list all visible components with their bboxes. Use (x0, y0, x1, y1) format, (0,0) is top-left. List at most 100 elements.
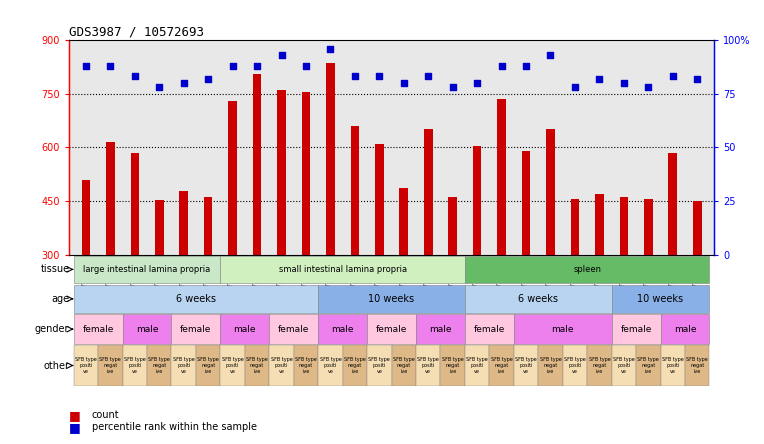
Bar (514, 345, 539, 386)
Bar (514, 314, 612, 344)
Point (618, 79, 630, 87)
Bar (204, 197, 212, 255)
Point (471, 79, 484, 87)
Text: female: female (83, 325, 114, 333)
Bar (620, 198, 628, 255)
Point (153, 83, 165, 91)
Bar (497, 99, 506, 255)
Bar (98, 345, 122, 386)
Text: ■: ■ (69, 408, 80, 422)
Text: SFB type
positi
ve: SFB type positi ve (368, 357, 390, 374)
Point (594, 75, 606, 82)
Bar (180, 191, 188, 255)
Text: large intestinal lamina propria: large intestinal lamina propria (83, 265, 211, 274)
Bar (546, 130, 555, 255)
Bar (318, 314, 367, 344)
Text: male: male (234, 325, 256, 333)
Text: SFB type
negat
ive: SFB type negat ive (637, 357, 659, 374)
Bar (563, 345, 588, 386)
Text: male: male (332, 325, 354, 333)
Point (348, 73, 361, 80)
Point (520, 62, 533, 69)
Bar (400, 188, 408, 255)
Text: other: other (44, 361, 70, 370)
Point (226, 62, 238, 69)
Point (569, 83, 581, 91)
Bar (595, 194, 604, 255)
Text: SFB type
negat
ive: SFB type negat ive (295, 357, 317, 374)
Text: GDS3987 / 10572693: GDS3987 / 10572693 (69, 26, 204, 39)
Bar (612, 285, 710, 313)
Bar (351, 126, 359, 255)
Bar (73, 314, 122, 344)
Point (496, 62, 508, 69)
Bar (155, 200, 163, 255)
Bar (490, 345, 514, 386)
Bar (375, 144, 384, 255)
Bar (571, 199, 579, 255)
Text: SFB type
negat
ive: SFB type negat ive (246, 357, 268, 374)
Bar (441, 345, 465, 386)
Point (643, 83, 655, 91)
Text: SFB type
negat
ive: SFB type negat ive (197, 357, 219, 374)
Bar (73, 345, 98, 386)
Bar (612, 345, 636, 386)
Bar (122, 345, 147, 386)
Bar (277, 90, 286, 255)
Bar (326, 63, 335, 255)
Point (202, 75, 214, 82)
Text: SFB type
negat
ive: SFB type negat ive (393, 357, 415, 374)
Text: SFB type
negat
ive: SFB type negat ive (99, 357, 121, 374)
Bar (367, 345, 392, 386)
Bar (171, 314, 220, 344)
Text: SFB type
positi
ve: SFB type positi ve (75, 357, 97, 374)
Point (373, 73, 385, 80)
Bar (465, 345, 490, 386)
Bar (147, 345, 171, 386)
Bar (318, 345, 342, 386)
Bar (244, 345, 269, 386)
Bar (82, 179, 90, 255)
Text: small intestinal lamina propria: small intestinal lamina propria (279, 265, 406, 274)
Point (447, 83, 459, 91)
Text: SFB type
negat
ive: SFB type negat ive (344, 357, 366, 374)
Bar (668, 153, 677, 255)
Text: SFB type
positi
ve: SFB type positi ve (173, 357, 195, 374)
Text: 10 weeks: 10 weeks (637, 294, 684, 304)
Point (299, 62, 312, 69)
Bar (685, 345, 710, 386)
Point (324, 45, 336, 52)
Bar (636, 345, 661, 386)
Text: female: female (278, 325, 309, 333)
Bar (228, 101, 237, 255)
Text: SFB type
positi
ve: SFB type positi ve (319, 357, 342, 374)
Text: SFB type
positi
ve: SFB type positi ve (417, 357, 439, 374)
Text: SFB type
negat
ive: SFB type negat ive (539, 357, 562, 374)
Text: SFB type
positi
ve: SFB type positi ve (515, 357, 537, 374)
Bar (661, 314, 710, 344)
Text: male: male (429, 325, 452, 333)
Text: female: female (376, 325, 407, 333)
Text: SFB type
positi
ve: SFB type positi ve (662, 357, 684, 374)
Text: female: female (180, 325, 212, 333)
Bar (465, 256, 710, 283)
Bar (73, 285, 318, 313)
Point (104, 62, 116, 69)
Text: age: age (51, 294, 70, 304)
Bar (588, 345, 612, 386)
Bar (522, 151, 530, 255)
Bar (424, 130, 432, 255)
Text: SFB type
positi
ve: SFB type positi ve (124, 357, 146, 374)
Text: SFB type
negat
ive: SFB type negat ive (442, 357, 464, 374)
Point (251, 62, 263, 69)
Bar (465, 314, 514, 344)
Bar (392, 345, 416, 386)
Text: tissue: tissue (40, 264, 70, 274)
Bar (73, 256, 220, 283)
Bar (293, 345, 318, 386)
Bar (448, 198, 457, 255)
Bar (269, 314, 318, 344)
Text: ■: ■ (69, 420, 80, 434)
Text: SFB type
positi
ve: SFB type positi ve (466, 357, 488, 374)
Bar (253, 74, 261, 255)
